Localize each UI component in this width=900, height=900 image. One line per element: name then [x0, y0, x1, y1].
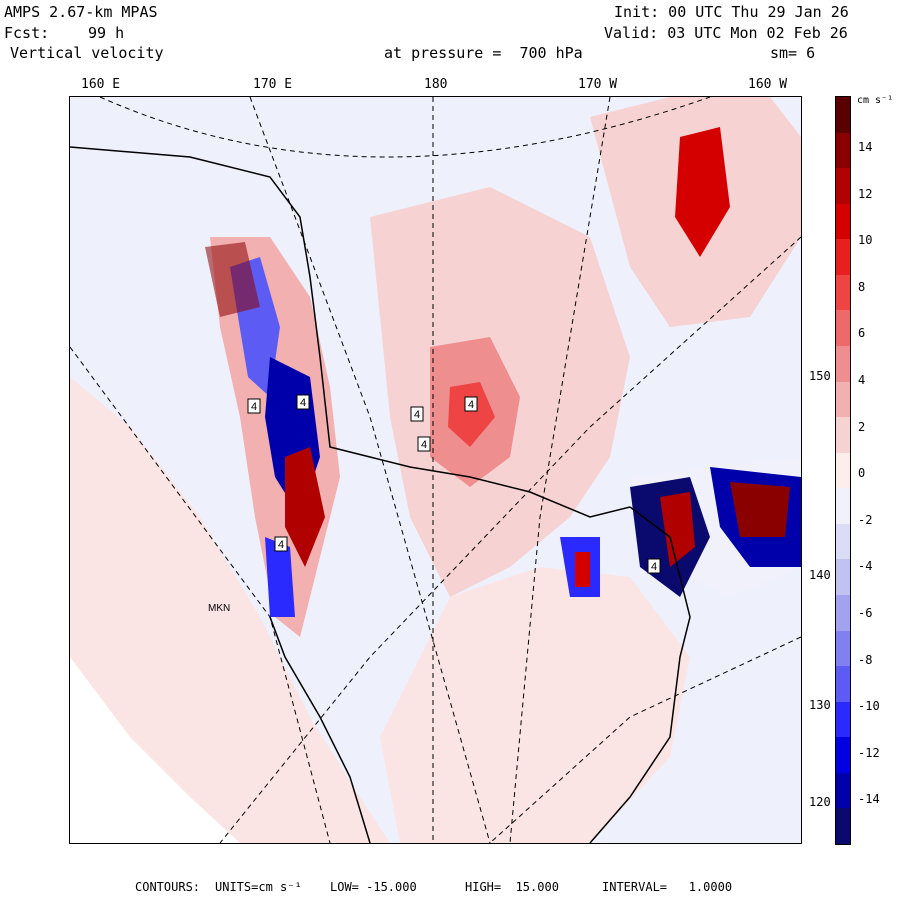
footer-contours-label: CONTOURS: [135, 880, 201, 894]
forecast-hour: 99 h [88, 24, 125, 42]
contour-box-labels: 4 4 4 4 4 4 4 MKN [208, 394, 661, 614]
station-label-mkn: MKN [208, 603, 230, 614]
vertical-velocity-map: 4 4 4 4 4 4 4 MKN [69, 96, 802, 844]
colorbar-segment [836, 701, 850, 738]
colorbar-segment [836, 559, 850, 596]
lon-label-170e: 170 E [253, 77, 293, 92]
positive-region-south [380, 567, 690, 843]
colorbar-segment [836, 772, 850, 809]
colorbar-tick-label: 2 [858, 419, 866, 434]
colorbar-tick-label: 10 [858, 233, 873, 248]
white-region-southwest [70, 657, 240, 843]
footer-high: HIGH= 15.000 [465, 880, 559, 894]
colorbar-segment [836, 97, 850, 134]
colorbar-segment [836, 203, 850, 240]
colorbar-segment [836, 417, 850, 454]
colorbar-tick-label: -12 [858, 745, 880, 760]
mountain-band-west [205, 237, 340, 637]
footer-units: UNITS=cm s⁻¹ [215, 880, 302, 894]
model-title: AMPS 2.67-km MPAS [4, 3, 158, 21]
colorbar-segment [836, 168, 850, 205]
colorbar-segment [836, 381, 850, 418]
colorbar-tick-label: 12 [858, 186, 873, 201]
colorbar-tick-label: -6 [858, 606, 873, 620]
colorbar-tick-label: 4 [858, 373, 866, 387]
lon-label-170w: 170 W [578, 77, 618, 92]
colorbar-tick-label: -2 [858, 512, 873, 527]
map-canvas: 4 4 4 4 4 4 4 MKN [70, 97, 801, 843]
init-time: Init: 00 UTC Thu 29 Jan 26 [614, 3, 849, 21]
colorbar-segment [836, 666, 850, 703]
strong-positive-northeast [675, 127, 730, 257]
footer-interval: INTERVAL= 1.0000 [602, 880, 733, 894]
colorbar-segment [836, 808, 850, 845]
colorbar-segment [836, 737, 850, 774]
lon-label-160w: 160 W [748, 77, 788, 92]
max-positive-core [448, 382, 495, 447]
colorbar-tick-label: -10 [858, 699, 880, 714]
colorbar-segment [836, 132, 850, 169]
lon-label-160e: 160 E [81, 77, 121, 92]
box-label-3: 4 [468, 399, 474, 411]
colorbar-tick-label: -14 [858, 792, 880, 807]
colorbar-segment [836, 239, 850, 276]
colorbar-tick-label: 0 [858, 466, 866, 481]
colorbar-segment [836, 452, 850, 489]
colorbar-tick-label: 6 [858, 326, 866, 341]
colorbar-tick-label: 8 [858, 279, 866, 294]
box-label-1: 4 [414, 409, 420, 421]
footer-low: LOW= -15.000 [330, 880, 417, 894]
colorbar-tick-label: -8 [858, 652, 873, 667]
colorbar-segment [836, 488, 850, 525]
lon-label-180: 180 [424, 77, 448, 92]
box-label-4: 4 [300, 397, 306, 409]
smoothing-value: sm= 6 [770, 44, 816, 62]
box-label-6: 4 [278, 539, 284, 551]
box-label-2: 4 [421, 439, 427, 451]
colorbar-tick-label: 14 [858, 140, 873, 154]
colorbar-segment [836, 274, 850, 311]
box-label-5: 4 [251, 401, 257, 413]
colorbar-segment [836, 346, 850, 383]
colorbar-segment [836, 595, 850, 632]
coastline [70, 146, 691, 843]
colorbar-segment [836, 630, 850, 667]
colorbar-segment [836, 523, 850, 560]
field-name: Vertical velocity [10, 44, 164, 62]
colorbar-units: cm s⁻¹ [857, 95, 894, 106]
box-label-7: 4 [651, 561, 657, 573]
colorbar-tick-label: -4 [858, 559, 873, 574]
pressure-level: at pressure = 700 hPa [384, 44, 583, 62]
valid-time: Valid: 03 UTC Mon 02 Feb 26 [604, 24, 848, 42]
color-scale-bar [835, 96, 851, 845]
colorbar-segment [836, 310, 850, 347]
forecast-label: Fcst: [4, 24, 50, 42]
pale-positive-region-west [70, 377, 390, 843]
